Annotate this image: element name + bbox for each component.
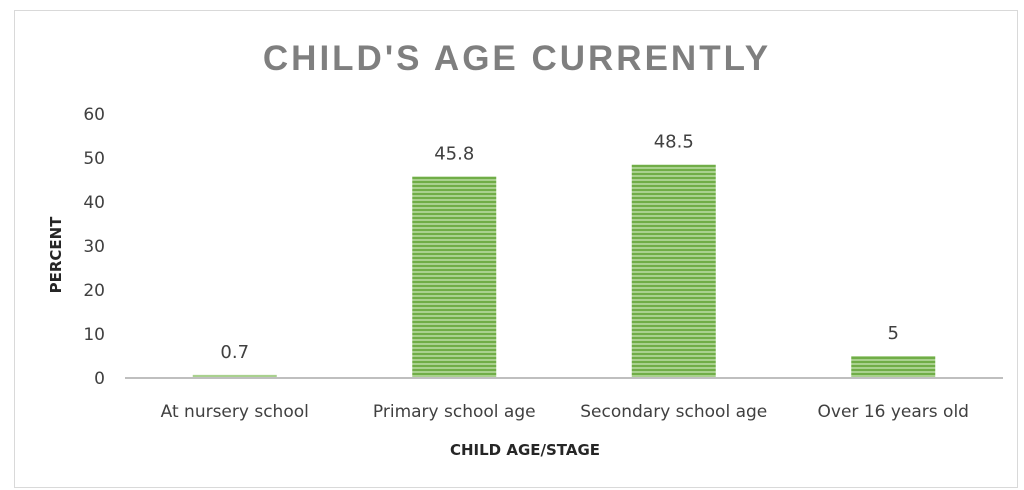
data-labels: 0.7 45.8 48.5 5 — [220, 132, 899, 363]
category-label: Over 16 years old — [818, 402, 969, 422]
chart-frame: CHILD'S AGE CURRENTLY PERCENT CHILD AGE/… — [14, 10, 1018, 488]
y-tick-label: 30 — [83, 237, 105, 257]
data-label: 45.8 — [434, 143, 474, 164]
bar — [412, 176, 497, 378]
data-label: 5 — [888, 323, 899, 344]
y-axis-title: PERCENT — [47, 216, 65, 294]
y-tick-label: 40 — [83, 193, 105, 213]
category-labels: At nursery school Primary school age Secon… — [161, 402, 969, 422]
y-tick-label: 50 — [83, 149, 105, 169]
category-label: Primary school age — [373, 402, 536, 422]
bar — [851, 356, 936, 378]
y-tick-label: 20 — [83, 281, 105, 301]
bar-chart: CHILD'S AGE CURRENTLY PERCENT CHILD AGE/… — [47, 39, 1003, 459]
bar — [631, 164, 716, 378]
y-tick-label: 60 — [83, 105, 105, 125]
y-axis-ticks: 0 10 20 30 40 50 60 — [83, 105, 105, 389]
y-tick-label: 0 — [94, 369, 105, 389]
category-label: At nursery school — [161, 402, 309, 422]
data-label: 0.7 — [220, 342, 249, 363]
category-label: Secondary school age — [580, 402, 767, 422]
data-label: 48.5 — [654, 132, 694, 153]
x-axis-title: CHILD AGE/STAGE — [450, 441, 600, 459]
bar — [192, 374, 277, 378]
y-tick-label: 10 — [83, 325, 105, 345]
chart-title: CHILD'S AGE CURRENTLY — [263, 39, 771, 78]
bars — [192, 164, 936, 378]
